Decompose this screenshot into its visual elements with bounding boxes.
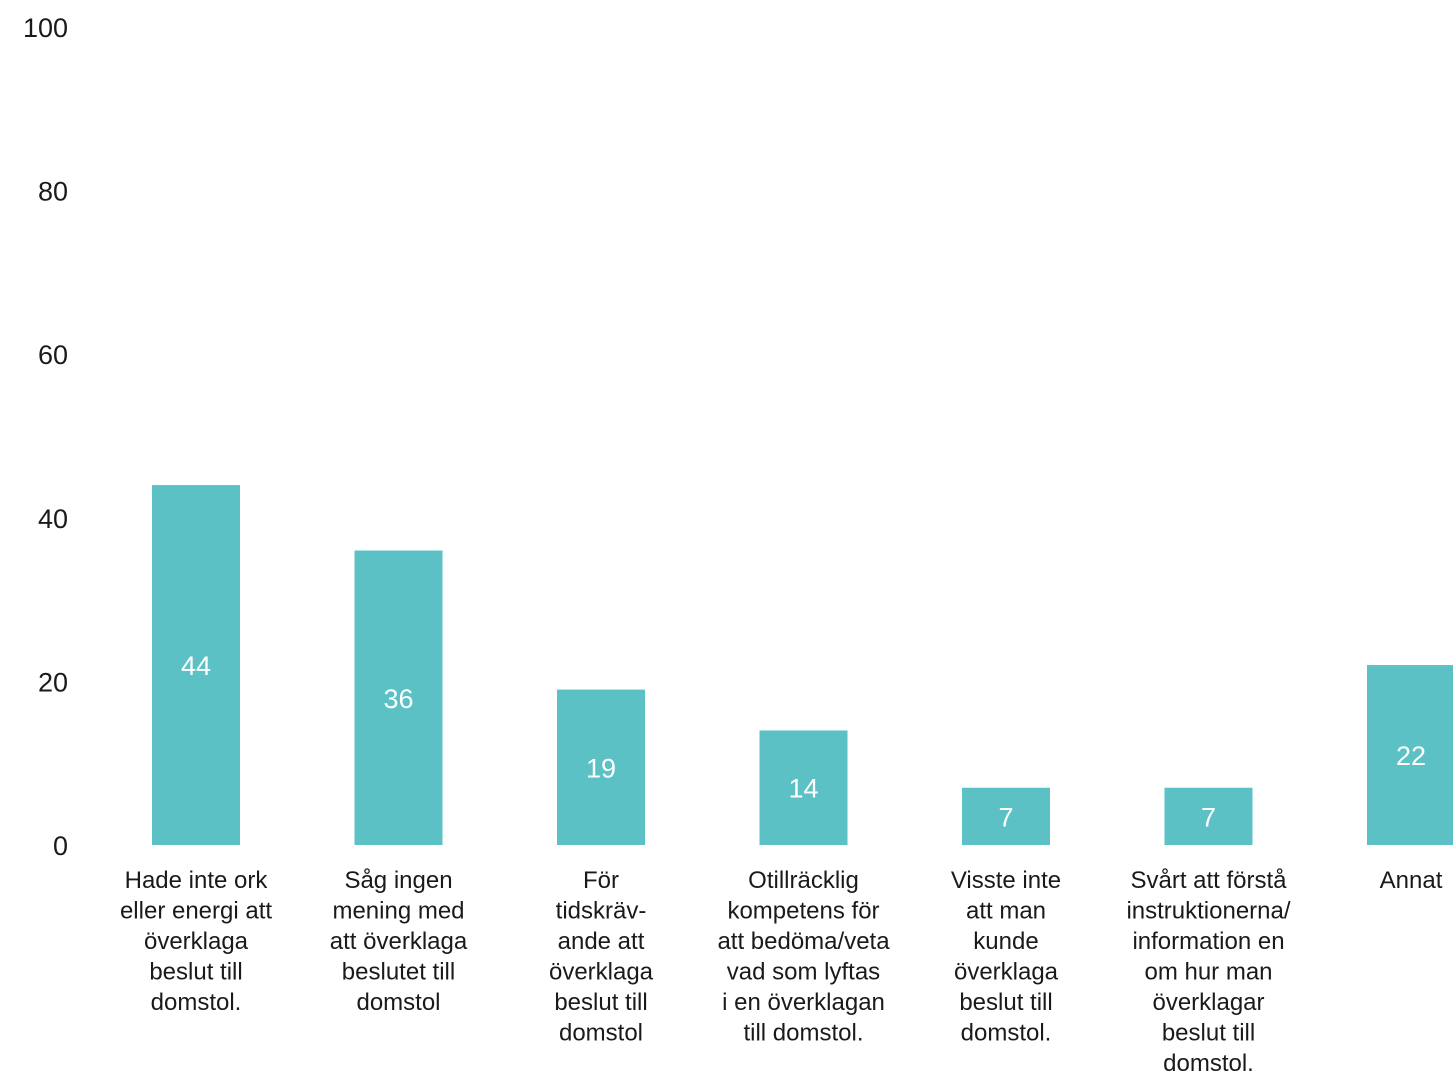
x-category-label: Otillräcklig kompetens för att bedöma/veta…	[717, 867, 890, 1047]
bar-value-label: 44	[181, 651, 211, 681]
x-category-label-line: kunde	[973, 928, 1038, 955]
x-category-label-line: om hur man	[1144, 959, 1272, 986]
x-category-label: Annat	[1380, 867, 1443, 894]
y-tick-label: 0	[53, 831, 68, 861]
x-category-label-line: instruktionerna/	[1126, 898, 1290, 925]
bar	[1164, 787, 1253, 845]
bar-value-label: 7	[1201, 802, 1216, 832]
x-category-label-line: ande att	[558, 928, 645, 955]
y-axis: 0 20 40 60 80 100	[23, 13, 68, 861]
bar	[1367, 665, 1453, 845]
x-category-label-line: mening med	[332, 898, 464, 925]
x-category-label-line: tidskräv-	[556, 898, 647, 925]
bar-value-label: 22	[1396, 741, 1426, 771]
x-category-label: Såg ingen mening med att överklaga beslutet…	[330, 867, 468, 1016]
x-category-label-line: beslut till	[1162, 1020, 1255, 1047]
x-category-label-line: Annat	[1380, 867, 1443, 894]
x-category-label-line: information en	[1132, 928, 1284, 955]
bar	[152, 485, 240, 845]
bar-value-label: 36	[383, 684, 413, 714]
x-category-label-line: överklaga	[549, 959, 654, 986]
x-category-label-line: Visste inte	[951, 867, 1061, 894]
bar	[962, 787, 1050, 845]
x-category-label-line: i en överklagan	[722, 989, 885, 1016]
x-axis: Hade inte ork eller energi att överklaga be…	[120, 867, 1443, 1077]
bar-value-label: 14	[788, 774, 818, 804]
x-category-label-line: vad som lyftas	[727, 959, 880, 986]
x-category-label-line: domstol.	[961, 1020, 1052, 1047]
x-category-label-line: kompetens för	[727, 898, 879, 925]
x-category-label-line: att man	[966, 898, 1046, 925]
x-category-label-line: att bedöma/veta	[717, 928, 890, 955]
y-tick-label: 20	[38, 667, 68, 697]
x-category-label-line: eller energi att	[120, 898, 272, 925]
x-category-label-line: Hade inte ork	[125, 867, 269, 894]
x-category-label-line: beslut till	[554, 989, 647, 1016]
x-category-label: Visste inte att man kunde överklaga beslut t…	[951, 867, 1061, 1047]
bar	[354, 550, 443, 845]
x-category-label-line: Otillräcklig	[748, 867, 859, 894]
y-tick-label: 40	[38, 504, 68, 534]
x-category-label-line: Svårt att förstå	[1130, 867, 1287, 894]
x-category-label-line: att överklaga	[330, 928, 468, 955]
x-category-label-line: Såg ingen	[344, 867, 452, 894]
x-category-label-line: överklaga	[954, 959, 1059, 986]
x-category-label-line: överklagar	[1152, 989, 1264, 1016]
bar	[759, 730, 848, 845]
y-tick-label: 100	[23, 13, 68, 43]
x-category-label-line: beslut till	[959, 989, 1052, 1016]
x-category-label-line: domstol.	[151, 989, 242, 1016]
bars: 44 36 19 14 7 7 22	[152, 485, 1453, 845]
x-category-label-line: överklaga	[144, 928, 249, 955]
x-category-label-line: domstol	[559, 1020, 643, 1047]
bar-value-label: 7	[998, 802, 1013, 832]
x-category-label-line: domstol	[356, 989, 440, 1016]
x-category-label-line: till domstol.	[743, 1020, 863, 1047]
x-category-label: Svårt att förstå instruktionerna/informat…	[1126, 867, 1290, 1077]
y-tick-label: 60	[38, 340, 68, 370]
bar	[557, 689, 645, 845]
bar-value-label: 19	[586, 753, 616, 783]
x-category-label: För tidskräv-ande att överklaga beslut till…	[549, 867, 654, 1047]
x-category-label-line: beslut till	[149, 959, 242, 986]
y-tick-label: 80	[38, 177, 68, 207]
x-category-label-line: För	[583, 867, 619, 894]
x-category-label-line: beslutet till	[342, 959, 455, 986]
x-category-label: Hade inte ork eller energi att överklaga be…	[120, 867, 272, 1016]
x-category-label-line: domstol.	[1163, 1050, 1254, 1077]
